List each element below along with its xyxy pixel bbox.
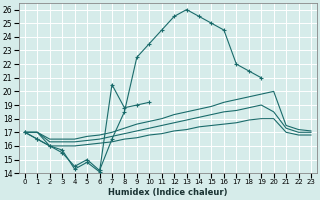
X-axis label: Humidex (Indice chaleur): Humidex (Indice chaleur) xyxy=(108,188,228,197)
